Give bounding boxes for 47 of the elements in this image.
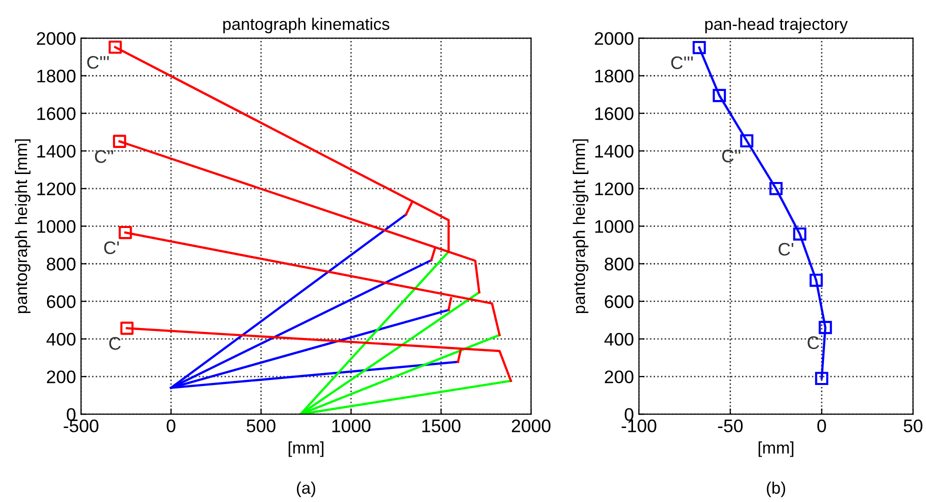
y-tick-label: 400 bbox=[604, 332, 634, 346]
y-axis-title: pantograph height [mm] bbox=[572, 139, 588, 314]
x-axis-title: [mm] bbox=[758, 441, 794, 457]
y-tick-label: 1200 bbox=[595, 182, 634, 196]
annotation: C bbox=[808, 336, 820, 350]
x-tick-label: 2000 bbox=[512, 419, 550, 432]
y-tick-label: 1000 bbox=[595, 220, 634, 233]
y-tick-label: 600 bbox=[604, 295, 634, 308]
annotation: C bbox=[109, 337, 121, 350]
annotation: C''' bbox=[87, 56, 109, 69]
y-tick-label: 0 bbox=[66, 408, 76, 421]
y-tick-label: 200 bbox=[46, 370, 76, 384]
x-tick-label: 0 bbox=[166, 419, 176, 432]
chart-title: pantograph kinematics bbox=[223, 18, 390, 34]
x-tick-label: 0 bbox=[817, 419, 826, 432]
x-axis-title: [mm] bbox=[288, 441, 324, 457]
x-tick-label: 50 bbox=[904, 419, 922, 432]
annotation: C''' bbox=[671, 56, 693, 70]
text: (a) bbox=[296, 482, 316, 498]
x-tick-label: 1500 bbox=[422, 419, 460, 432]
y-tick-label: 2000 bbox=[36, 32, 76, 45]
y-tick-label: 200 bbox=[604, 370, 634, 384]
y-tick-label: 800 bbox=[46, 258, 76, 270]
y-axis-title: pantograph height [mm] bbox=[14, 139, 30, 314]
y-tick-label: 1600 bbox=[595, 107, 634, 120]
y-tick-label: 1600 bbox=[37, 107, 76, 120]
y-tick-label: 1000 bbox=[37, 220, 76, 233]
y-tick-label: 1400 bbox=[37, 144, 76, 158]
annotation: C' bbox=[104, 241, 119, 254]
y-tick-label: 1800 bbox=[37, 70, 76, 82]
chart-title: pan-head trajectory bbox=[705, 18, 848, 34]
y-tick-label: 2000 bbox=[594, 32, 634, 45]
x-tick-label: 1000 bbox=[332, 419, 370, 432]
y-tick-label: 1400 bbox=[595, 144, 634, 158]
y-tick-label: 1200 bbox=[37, 182, 76, 196]
y-tick-label: 1800 bbox=[595, 70, 634, 82]
y-tick-label: 0 bbox=[624, 408, 634, 421]
y-tick-label: 400 bbox=[46, 332, 76, 346]
text: (b) bbox=[766, 482, 786, 498]
x-tick-label: -100 bbox=[622, 419, 656, 432]
y-tick-label: 800 bbox=[604, 258, 634, 270]
x-tick-label: -500 bbox=[64, 419, 98, 432]
annotation: C'' bbox=[94, 150, 114, 163]
y-tick-label: 600 bbox=[46, 295, 76, 308]
x-tick-label: 500 bbox=[246, 419, 276, 432]
annotation: C' bbox=[778, 242, 794, 256]
x-tick-label: -50 bbox=[718, 419, 743, 432]
